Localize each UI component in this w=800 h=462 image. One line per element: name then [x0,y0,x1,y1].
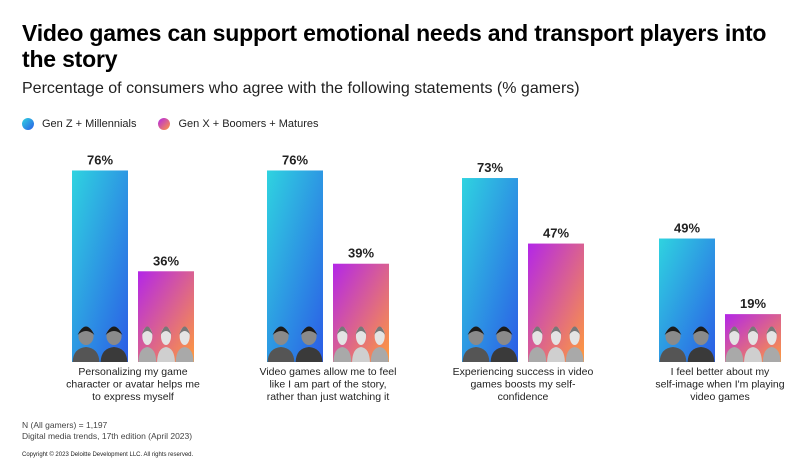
people-illustration [725,326,781,362]
footnote-source: Digital media trends, 17th edition (Apri… [22,431,193,441]
legend-label-gen-z: Gen Z + Millennials [42,118,137,130]
bar-gen-x-boomers-matures-1 [138,271,194,362]
footnote-sample-size: N (All gamers) = 1,197 [22,420,108,430]
data-label: 39% [348,246,374,261]
copyright: Copyright © 2023 Deloitte Development LL… [22,452,194,458]
legend-swatch-gen-x [158,118,171,130]
legend-item-gen-z: Gen Z + Millennials [22,118,136,130]
category-label-line: to express myself [92,391,174,403]
data-label: 76% [87,152,113,167]
data-label: 19% [740,296,766,311]
people-illustration [267,326,323,362]
category-label-line: self-image when I'm playing [655,379,784,391]
legend-label-gen-x: Gen X + Boomers + Matures [178,118,319,130]
people-illustration [138,326,194,362]
data-label: 76% [282,152,308,167]
chart-subtitle: Percentage of consumers who agree with t… [22,80,580,97]
legend-swatch-gen-z [22,118,34,130]
category-label-line: Video games allow me to feel [260,366,397,378]
category-label-line: games boosts my self- [470,379,576,391]
category-label-line: I feel better about my [671,366,770,378]
people-illustration [333,326,389,362]
data-label: 36% [153,253,179,268]
category-label-line: confidence [498,391,549,403]
data-label: 47% [543,226,569,241]
category-label-line: video games [690,391,750,403]
bar-gen-z-millennials-4 [659,238,715,362]
category-label-line: character or avatar helps me [66,379,200,391]
data-label: 49% [674,221,700,236]
category-label-line: like I am part of the story, [269,379,386,391]
people-illustration [462,326,518,362]
people-illustration [659,326,715,362]
legend-item-gen-x: Gen X + Boomers + Matures [158,118,318,130]
people-illustration [528,326,584,362]
category-label-line: rather than just watching it [267,391,390,403]
chart-title: Video games can support emotional needs … [22,20,767,72]
data-label: 73% [477,160,503,175]
people-illustration [72,326,128,362]
legend: Gen Z + Millennials Gen X + Boomers + Ma… [22,118,340,130]
bar-gen-x-boomers-matures-2 [333,263,389,362]
category-label-line: Experiencing success in video [453,366,594,378]
category-label-line: Personalizing my game [78,366,187,378]
